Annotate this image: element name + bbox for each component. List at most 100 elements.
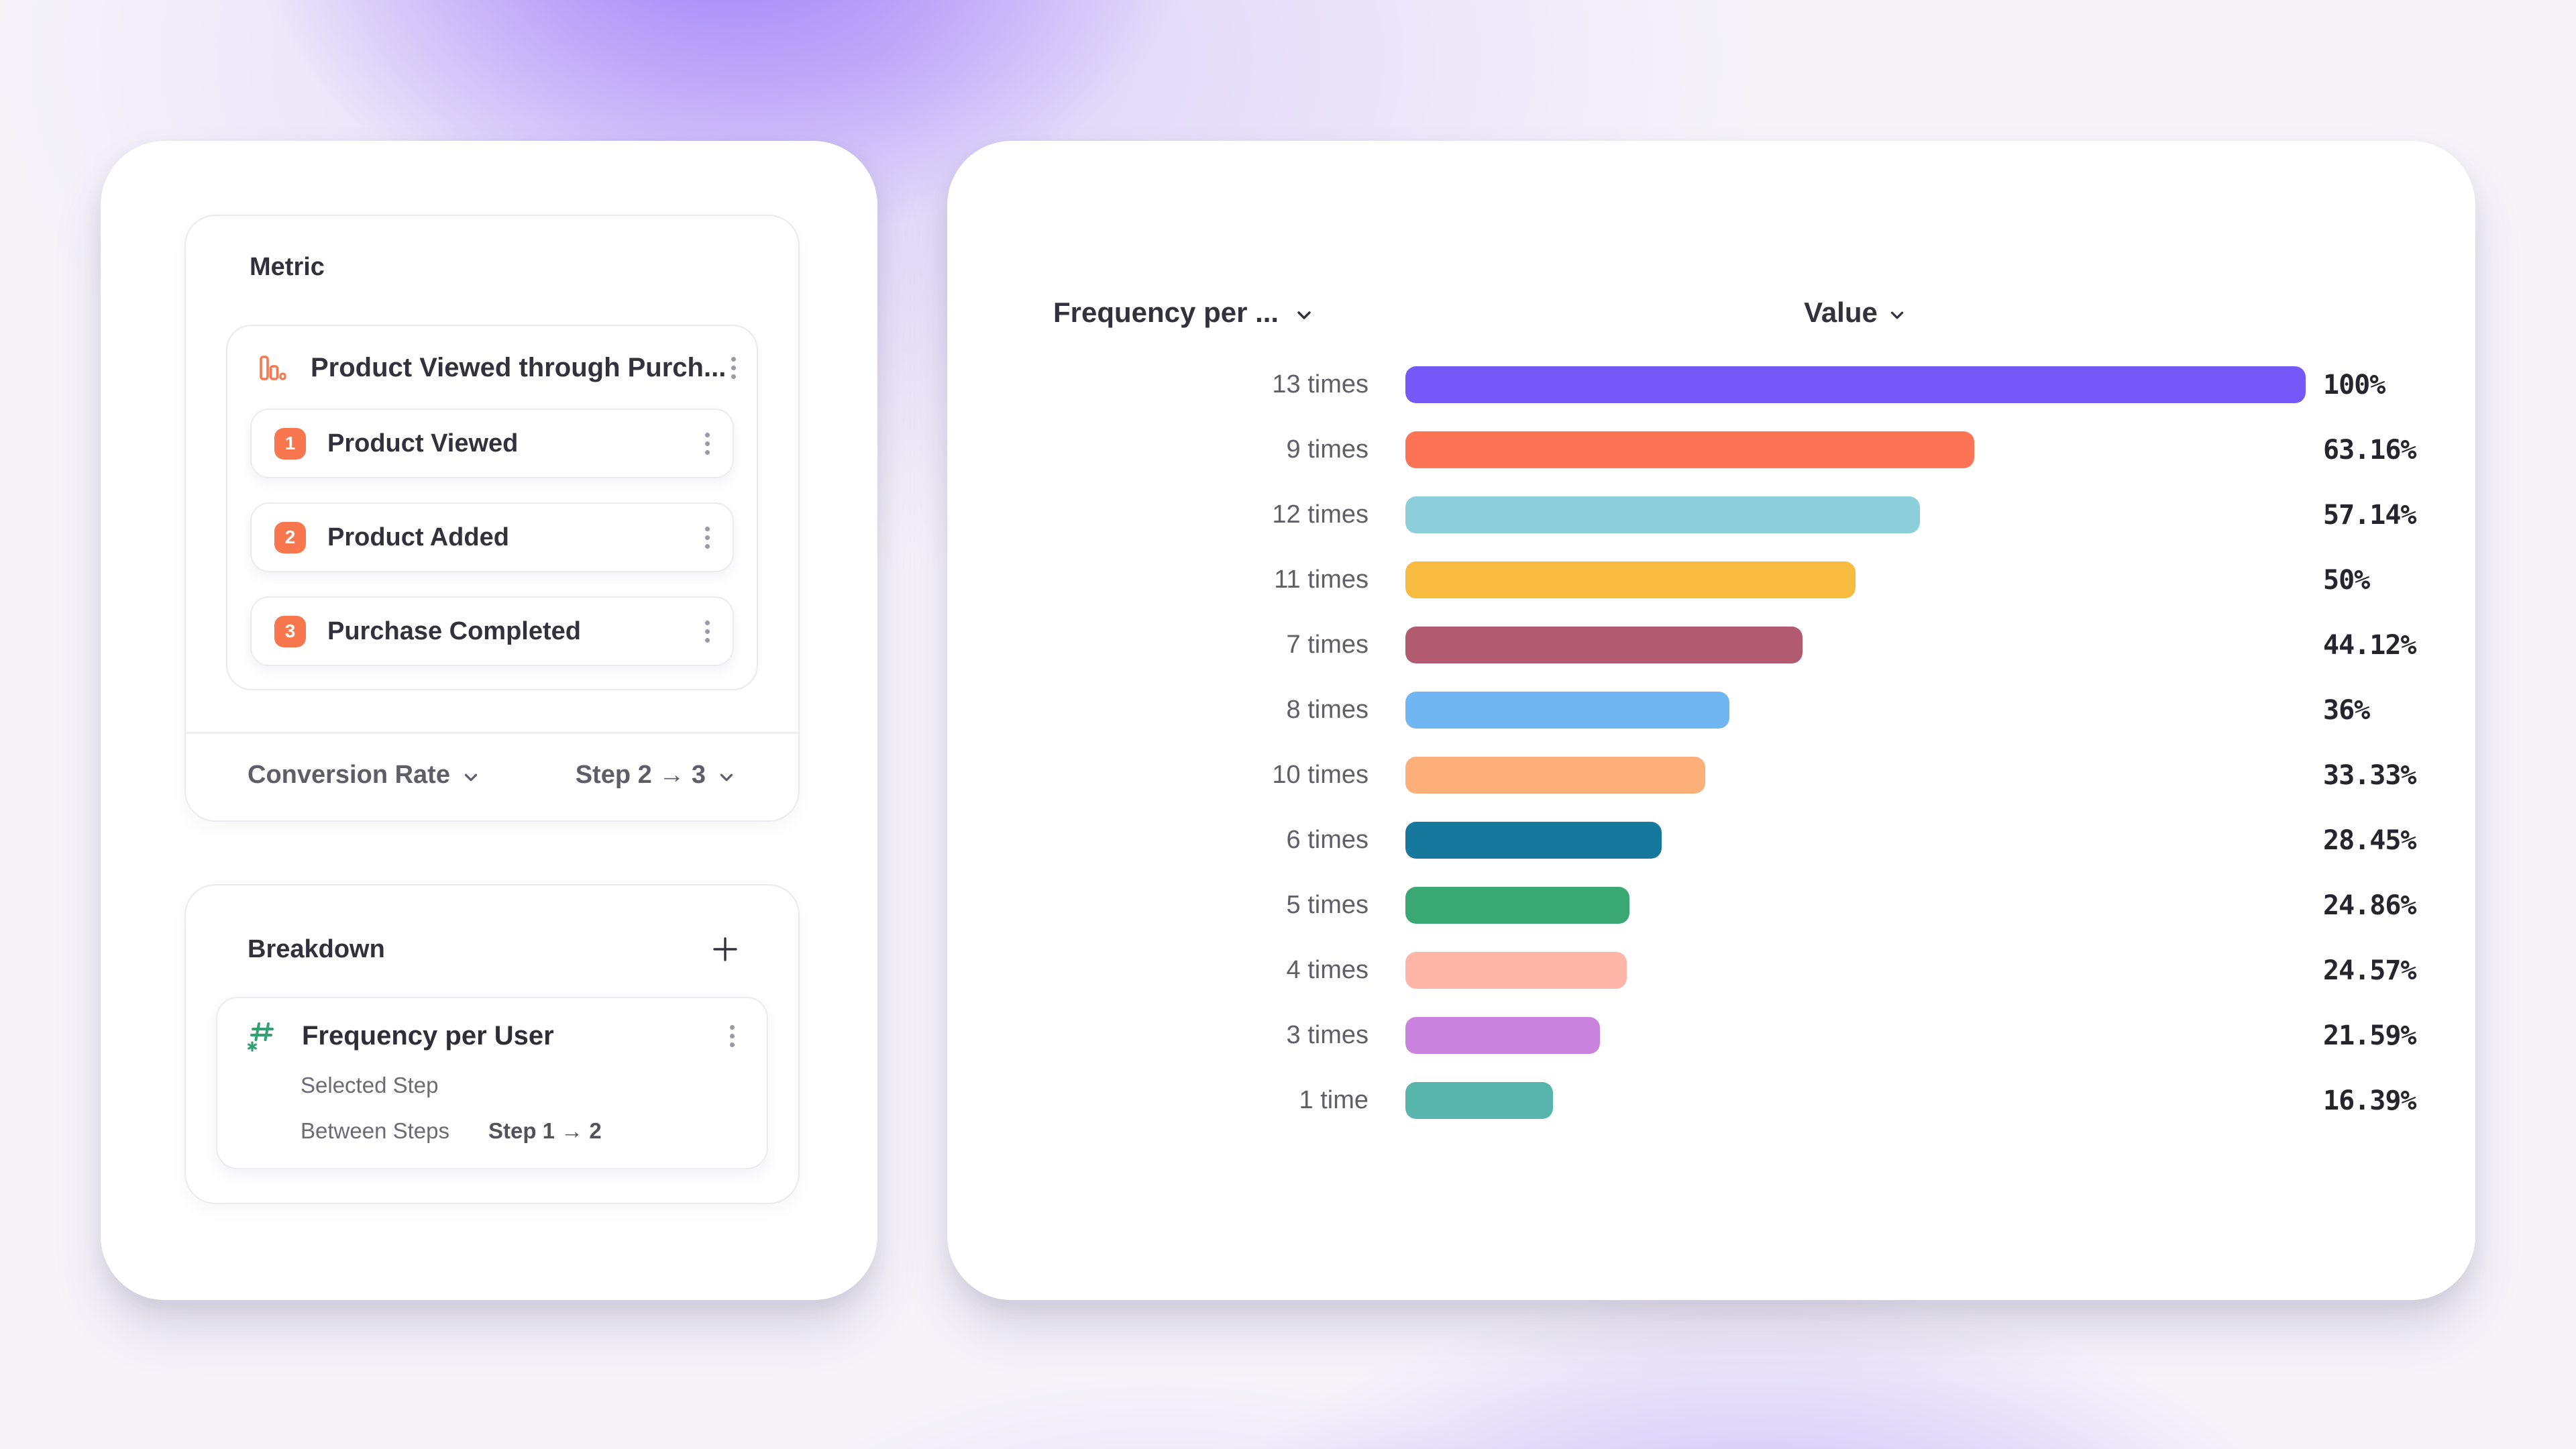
chevron-down-icon: [461, 763, 481, 788]
category-label: 10 times: [1272, 761, 1368, 789]
step-number-badge: 3: [274, 615, 306, 647]
add-breakdown-button[interactable]: [710, 934, 741, 965]
value-label: 16.39%: [2323, 1085, 2416, 1116]
bar[interactable]: [1405, 822, 1662, 859]
metric-footer: Conversion Rate Step 2 → 3: [186, 734, 798, 820]
value-label: 50%: [2323, 564, 2370, 596]
bar-track: [1405, 887, 2306, 924]
value-label: 21.59%: [2323, 1020, 2416, 1051]
conversion-rate-label: Conversion Rate: [248, 761, 450, 789]
bar[interactable]: [1405, 1082, 1553, 1119]
value-label: 33.33%: [2323, 759, 2416, 791]
selected-step-label: Selected Step: [301, 1073, 439, 1097]
funnel-event-row[interactable]: Product Viewed through Purch...: [250, 347, 737, 384]
category-label: 11 times: [1274, 566, 1368, 594]
bar[interactable]: [1405, 757, 1706, 794]
bar[interactable]: [1405, 561, 1856, 598]
category-label: 6 times: [1286, 826, 1368, 854]
between-steps-value: Step 1 → 2: [488, 1118, 602, 1143]
breakdown-item-card[interactable]: Frequency per User Selected Step Between…: [216, 997, 768, 1169]
breakdown-item-name: Frequency per User: [302, 1021, 554, 1051]
bar-chart: 13 times 100% 9 times 63.16% 12 times 57…: [947, 352, 2475, 1133]
bar-track: [1405, 627, 2306, 663]
breakdown-header: Breakdown: [186, 885, 798, 965]
event-kebab-menu-button[interactable]: [726, 352, 741, 384]
metric-panel: Metric Product Viewed through Purch... 1…: [184, 215, 800, 822]
chart-row: 11 times 50%: [947, 547, 2475, 612]
between-steps-label: Between Steps: [301, 1118, 449, 1143]
category-label: 3 times: [1286, 1021, 1368, 1049]
bar-track: [1405, 822, 2306, 859]
bar-track: [1405, 952, 2306, 989]
chart-row: 8 times 36%: [947, 678, 2475, 743]
category-label: 9 times: [1286, 435, 1368, 464]
value-label: 24.57%: [2323, 955, 2416, 986]
step-2-kebab-menu-button[interactable]: [700, 521, 715, 554]
between-steps-row: Between Steps Step 1 → 2: [301, 1118, 740, 1144]
step-label: Product Added: [327, 523, 509, 551]
bar-track: [1405, 757, 2306, 794]
chart-row: 10 times 33.33%: [947, 743, 2475, 808]
chevron-down-icon: [1887, 300, 1907, 325]
bar[interactable]: [1405, 692, 1730, 729]
chart-row: 1 time 16.39%: [947, 1068, 2475, 1133]
category-label: 5 times: [1286, 891, 1368, 919]
chart-row: 7 times 44.12%: [947, 612, 2475, 678]
chart-label-header: Frequency per ...: [1053, 297, 1279, 328]
bar[interactable]: [1405, 627, 1803, 663]
chart-card: Frequency per ... Value 13 times 100% 9 …: [947, 141, 2475, 1300]
bar[interactable]: [1405, 496, 1920, 533]
breakdown-kebab-menu-button[interactable]: [724, 1020, 740, 1053]
category-label: 8 times: [1286, 696, 1368, 724]
step-1-kebab-menu-button[interactable]: [700, 427, 715, 460]
funnel-event-title: Product Viewed through Purch...: [311, 353, 727, 382]
selected-step-row: Selected Step: [301, 1073, 740, 1098]
conversion-rate-dropdown[interactable]: Conversion Rate: [248, 761, 481, 790]
category-label: 12 times: [1272, 500, 1368, 529]
bar[interactable]: [1405, 366, 2306, 403]
bar-track: [1405, 366, 2306, 403]
chevron-down-icon: [716, 763, 737, 788]
funnel-step-3[interactable]: 3 Purchase Completed: [250, 596, 734, 666]
bar-track: [1405, 431, 2306, 468]
metric-footer-divider: [186, 732, 798, 734]
bar-track: [1405, 561, 2306, 598]
value-label: 44.12%: [2323, 629, 2416, 661]
bar-track: [1405, 692, 2306, 729]
bar-track: [1405, 1017, 2306, 1054]
chart-label-column-dropdown[interactable]: Frequency per ...: [1053, 297, 1315, 329]
step-label: Product Viewed: [327, 429, 519, 458]
funnel-step-2[interactable]: 2 Product Added: [250, 502, 734, 572]
chart-value-header: Value: [1804, 297, 1878, 328]
value-label: 28.45%: [2323, 824, 2416, 856]
bar-track: [1405, 1082, 2306, 1119]
step-range-label: Step 2 → 3: [575, 761, 706, 789]
step-3-kebab-menu-button[interactable]: [700, 615, 715, 648]
bar[interactable]: [1405, 887, 1629, 924]
chart-row: 4 times 24.57%: [947, 938, 2475, 1003]
bar[interactable]: [1405, 952, 1627, 989]
chart-row: 9 times 63.16%: [947, 417, 2475, 482]
step-number-badge: 2: [274, 521, 306, 553]
value-label: 63.16%: [2323, 434, 2416, 466]
value-label: 24.86%: [2323, 890, 2416, 921]
chevron-down-icon: [1293, 299, 1315, 326]
breakdown-panel: Breakdown Frequency per Us: [184, 884, 800, 1204]
step-number-badge: 1: [274, 427, 306, 460]
bar-track: [1405, 496, 2306, 533]
query-builder-card: Metric Product Viewed through Purch... 1…: [101, 141, 877, 1300]
bar[interactable]: [1405, 1017, 1600, 1054]
chart-row: 13 times 100%: [947, 352, 2475, 417]
bar[interactable]: [1405, 431, 1974, 468]
category-label: 1 time: [1299, 1086, 1368, 1114]
category-label: 13 times: [1272, 370, 1368, 398]
funnel-event-group: Product Viewed through Purch... 1 Produc…: [226, 325, 758, 690]
step-range-dropdown[interactable]: Step 2 → 3: [576, 761, 737, 790]
breakdown-title: Breakdown: [248, 934, 385, 963]
funnel-bars-icon: [258, 354, 286, 382]
chart-value-column-dropdown[interactable]: Value: [1405, 297, 2306, 329]
plus-icon: [710, 934, 741, 965]
value-label: 100%: [2323, 369, 2385, 400]
funnel-step-1[interactable]: 1 Product Viewed: [250, 409, 734, 478]
value-label: 57.14%: [2323, 499, 2416, 531]
